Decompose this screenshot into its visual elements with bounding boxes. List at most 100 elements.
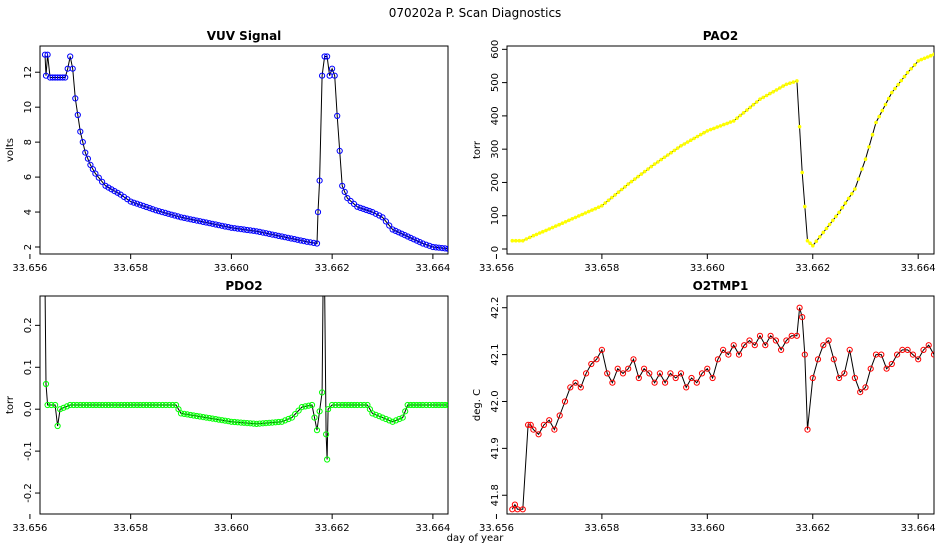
pdo2-data-point — [146, 401, 153, 409]
vuv-signal-data-point — [133, 200, 141, 207]
pao2-data-point — [666, 153, 670, 157]
pdo2-data-point — [42, 281, 47, 286]
pdo2-data-point — [342, 401, 349, 409]
pdo2-data-point — [392, 417, 400, 424]
vuv-signal-data-point — [231, 225, 238, 232]
pao2-data-point — [803, 204, 807, 209]
vuv-signal-data-point — [225, 224, 232, 231]
vuv-signal-title: VUV Signal — [207, 29, 282, 43]
vuv-signal-data-point — [423, 241, 430, 248]
pao2-data-point — [818, 235, 822, 239]
pdo2-data-point — [410, 401, 417, 409]
vuv-signal-data-point — [303, 238, 311, 245]
vuv-signal-data-point — [386, 222, 393, 229]
o2tmp1-data-point — [809, 374, 816, 382]
pao2-data-point — [517, 238, 522, 243]
pdo2-data-point — [70, 401, 77, 409]
vuv-signal-data-point — [313, 240, 321, 247]
o2tmp1-data-point — [778, 346, 785, 353]
pao2-data-point — [748, 105, 753, 110]
pao2-data-point — [528, 235, 532, 240]
vuv-signal-data-point — [285, 234, 292, 241]
pao2-data-point — [580, 212, 584, 217]
o2tmp1-data-point — [756, 332, 764, 339]
pdo2-data-point — [413, 401, 420, 409]
pao2-data-point — [534, 232, 539, 237]
vuv-signal-data-point — [341, 188, 348, 195]
pao2-data-point — [695, 134, 700, 139]
vuv-signal-data-point — [67, 53, 74, 60]
o2tmp1-data-point — [804, 426, 811, 433]
pdo2-data-point — [115, 401, 122, 409]
pdo2-data-point — [426, 401, 433, 409]
o2tmp1-y-tick-label: 42.0 — [490, 390, 501, 412]
o2tmp1-y-axis-label: deg. C — [472, 389, 483, 421]
pdo2-data-point — [288, 414, 295, 421]
pao2-data-point — [827, 222, 832, 227]
pao2-data-point — [751, 102, 756, 107]
pdo2-data-point — [262, 420, 270, 427]
pdo2-data-point — [124, 401, 131, 409]
pdo2-data-point — [162, 401, 169, 409]
o2tmp1-data-point — [836, 374, 843, 382]
pao2-data-point — [682, 142, 687, 146]
o2tmp1-data-point — [793, 332, 801, 339]
pao2-data-point — [745, 108, 749, 112]
pdo2-data-point — [298, 404, 305, 411]
o2tmp1-data-point — [519, 506, 526, 513]
pdo2-data-point — [308, 401, 316, 409]
vuv-signal-data-point — [200, 218, 207, 225]
pdo2-data-point — [351, 401, 358, 409]
pao2-data-point — [883, 102, 888, 107]
pao2-data-point — [925, 55, 930, 59]
o2tmp1-data-point — [883, 365, 890, 372]
vuv-signal-y-tick-label: 10 — [23, 101, 34, 114]
pdo2-data-point — [102, 401, 109, 409]
vuv-signal-series-line — [44, 54, 448, 250]
pdo2-data-point — [292, 411, 299, 418]
pdo2-data-point — [159, 401, 166, 409]
vuv-signal-data-point — [331, 72, 338, 79]
pao2-data-point — [646, 167, 650, 171]
pao2-x-tick-label: 33.664 — [901, 263, 936, 274]
pdo2-data-point — [339, 401, 346, 409]
vuv-signal-data-point — [247, 227, 254, 234]
o2tmp1-data-point — [925, 342, 932, 349]
vuv-signal-data-point — [360, 205, 367, 212]
pdo2-data-point — [325, 406, 332, 413]
o2tmp1-data-point — [646, 370, 653, 377]
vuv-signal-data-point — [181, 214, 188, 221]
pao2-data-point — [808, 241, 812, 245]
pao2-data-point — [521, 238, 525, 243]
o2tmp1-data-point — [688, 374, 695, 382]
pdo2-data-point — [137, 401, 144, 409]
o2tmp1-data-point — [909, 351, 917, 358]
pao2-data-point — [689, 138, 693, 142]
pao2-data-point — [567, 218, 571, 223]
o2tmp1-data-point — [904, 346, 911, 353]
pao2-data-point — [586, 209, 591, 214]
vuv-signal-y-axis-label: volts — [5, 138, 16, 162]
pdo2-data-point — [212, 416, 219, 423]
vuv-signal-data-point — [152, 207, 159, 214]
pdo2-data-point — [215, 416, 222, 423]
pao2-data-point — [784, 82, 789, 87]
pao2-data-point — [642, 169, 647, 174]
o2tmp1-data-point — [720, 346, 727, 353]
pdo2-title: PDO2 — [225, 279, 262, 293]
pdo2-data-point — [156, 401, 163, 409]
vuv-signal-data-point — [419, 240, 426, 247]
pdo2-data-point — [203, 414, 210, 421]
o2tmp1-data-point — [846, 346, 853, 353]
vuv-signal-y-tick-label: 8 — [23, 139, 34, 145]
pdo2-y-tick-label: 0.2 — [23, 317, 34, 333]
o2tmp1-data-point — [525, 421, 532, 428]
pao2-data-point — [672, 148, 677, 153]
pao2-data-point — [563, 220, 568, 224]
pdo2-y-tick-label: 0.0 — [23, 401, 34, 417]
vuv-signal-data-point — [77, 128, 84, 135]
pdo2-data-point — [432, 401, 439, 409]
pao2-data-point — [912, 63, 917, 67]
pdo2-data-point — [209, 415, 216, 422]
vuv-signal-data-point — [379, 214, 386, 221]
